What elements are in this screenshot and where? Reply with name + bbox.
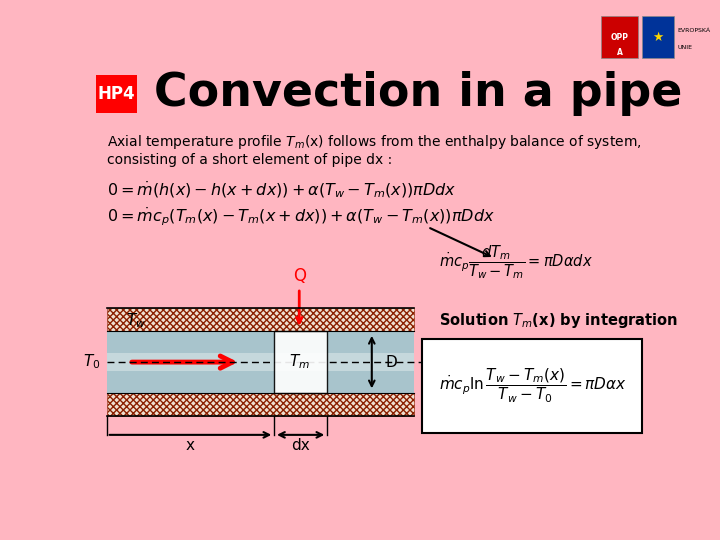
FancyBboxPatch shape bbox=[601, 16, 638, 58]
Text: Convection in a pipe: Convection in a pipe bbox=[154, 71, 683, 117]
Text: $0 = \dot{m}(h(x) - h(x+dx)) + \alpha(T_w - T_m(x))\pi Ddx$: $0 = \dot{m}(h(x) - h(x+dx)) + \alpha(T_… bbox=[107, 179, 456, 200]
Bar bbox=[107, 393, 413, 416]
Text: UNIE: UNIE bbox=[678, 45, 692, 50]
FancyBboxPatch shape bbox=[96, 75, 138, 113]
Text: OPP: OPP bbox=[611, 33, 629, 42]
Bar bbox=[107, 353, 413, 371]
Bar bbox=[107, 308, 413, 331]
Text: D: D bbox=[386, 355, 397, 369]
Text: ★: ★ bbox=[652, 31, 663, 44]
FancyBboxPatch shape bbox=[642, 16, 674, 58]
Bar bbox=[107, 331, 413, 393]
Text: A: A bbox=[617, 48, 623, 57]
Text: $T_m$: $T_m$ bbox=[289, 353, 310, 372]
Text: x: x bbox=[186, 438, 195, 453]
Text: $\dot{m}c_p \ln\dfrac{T_w - T_m(x)}{T_w - T_0} = \pi D\alpha x$: $\dot{m}c_p \ln\dfrac{T_w - T_m(x)}{T_w … bbox=[438, 367, 626, 405]
Text: Q: Q bbox=[293, 267, 306, 285]
FancyBboxPatch shape bbox=[422, 339, 642, 433]
Text: HP4: HP4 bbox=[98, 85, 135, 103]
Bar bbox=[274, 331, 327, 393]
Text: $0 = \dot{m}c_p(T_m(x) - T_m(x+dx)) + \alpha(T_w - T_m(x))\pi Ddx$: $0 = \dot{m}c_p(T_m(x) - T_m(x+dx)) + \a… bbox=[107, 205, 495, 228]
Text: dx: dx bbox=[292, 438, 310, 453]
Text: EVROPSKÁ: EVROPSKÁ bbox=[678, 28, 711, 32]
Text: $T_w$: $T_w$ bbox=[126, 311, 146, 330]
Text: $\dot{m}c_p \dfrac{dT_m}{T_w - T_m} = \pi D\alpha dx$: $\dot{m}c_p \dfrac{dT_m}{T_w - T_m} = \p… bbox=[438, 244, 593, 281]
Text: Solution $T_m$(x) by integration: Solution $T_m$(x) by integration bbox=[438, 311, 678, 330]
Text: consisting of a short element of pipe dx :: consisting of a short element of pipe dx… bbox=[107, 153, 392, 167]
Text: $T_0$: $T_0$ bbox=[83, 353, 100, 372]
Text: Axial temperature profile $T_m$(x) follows from the enthalpy balance of system,: Axial temperature profile $T_m$(x) follo… bbox=[107, 133, 642, 151]
